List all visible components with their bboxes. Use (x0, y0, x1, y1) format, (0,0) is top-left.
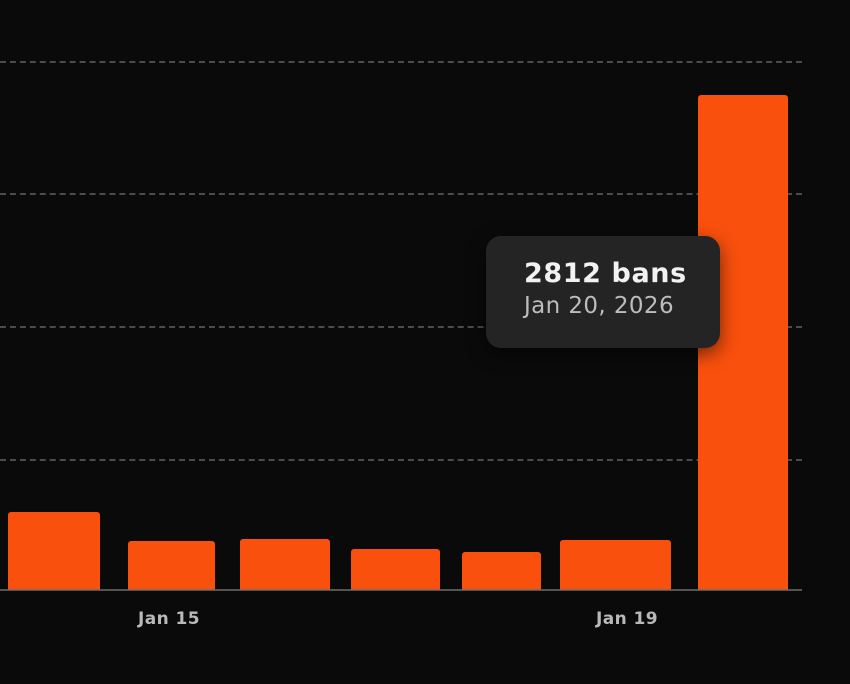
bar-jan-13[interactable] (8, 512, 100, 590)
gridline (0, 459, 802, 461)
bar-jan-15[interactable] (240, 539, 330, 590)
x-axis-line (0, 589, 802, 591)
x-tick-label-jan-15: Jan 15 (138, 609, 200, 629)
tooltip-date-label: Jan 20, 2026 (524, 293, 674, 320)
x-tick-label-jan-19: Jan 19 (596, 609, 658, 629)
tooltip-value-label: 2812 bans (524, 258, 687, 289)
gridline (0, 326, 802, 328)
bar-jan-16[interactable] (351, 549, 440, 590)
gridline (0, 61, 802, 63)
bar-jan-19[interactable] (582, 540, 671, 590)
chart-tooltip: 2812 bans Jan 20, 2026 (486, 236, 720, 348)
bar-jan-14[interactable] (128, 541, 215, 590)
bar-jan-17[interactable] (462, 552, 541, 590)
gridline (0, 193, 802, 195)
